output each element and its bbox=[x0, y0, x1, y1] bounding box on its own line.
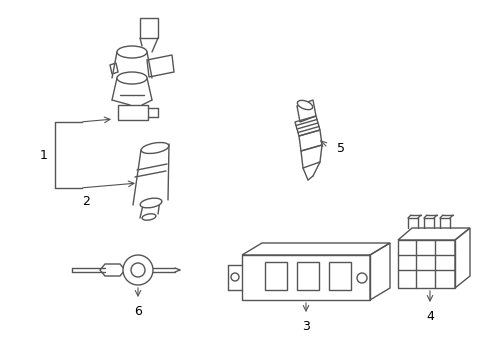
Text: 4: 4 bbox=[425, 310, 433, 323]
Text: 5: 5 bbox=[336, 141, 345, 154]
Circle shape bbox=[230, 273, 239, 281]
Text: 6: 6 bbox=[134, 305, 142, 318]
Text: 3: 3 bbox=[302, 320, 309, 333]
Ellipse shape bbox=[142, 214, 156, 220]
Bar bbox=[296, 262, 318, 290]
Bar bbox=[264, 262, 286, 290]
Ellipse shape bbox=[117, 46, 147, 58]
Ellipse shape bbox=[140, 198, 162, 208]
Ellipse shape bbox=[141, 143, 168, 153]
Circle shape bbox=[356, 273, 366, 283]
Text: 2: 2 bbox=[82, 195, 90, 208]
Ellipse shape bbox=[297, 100, 312, 110]
Text: 1: 1 bbox=[40, 149, 48, 162]
Bar bbox=[328, 262, 350, 290]
Circle shape bbox=[131, 263, 145, 277]
Circle shape bbox=[123, 255, 153, 285]
Ellipse shape bbox=[117, 72, 147, 84]
